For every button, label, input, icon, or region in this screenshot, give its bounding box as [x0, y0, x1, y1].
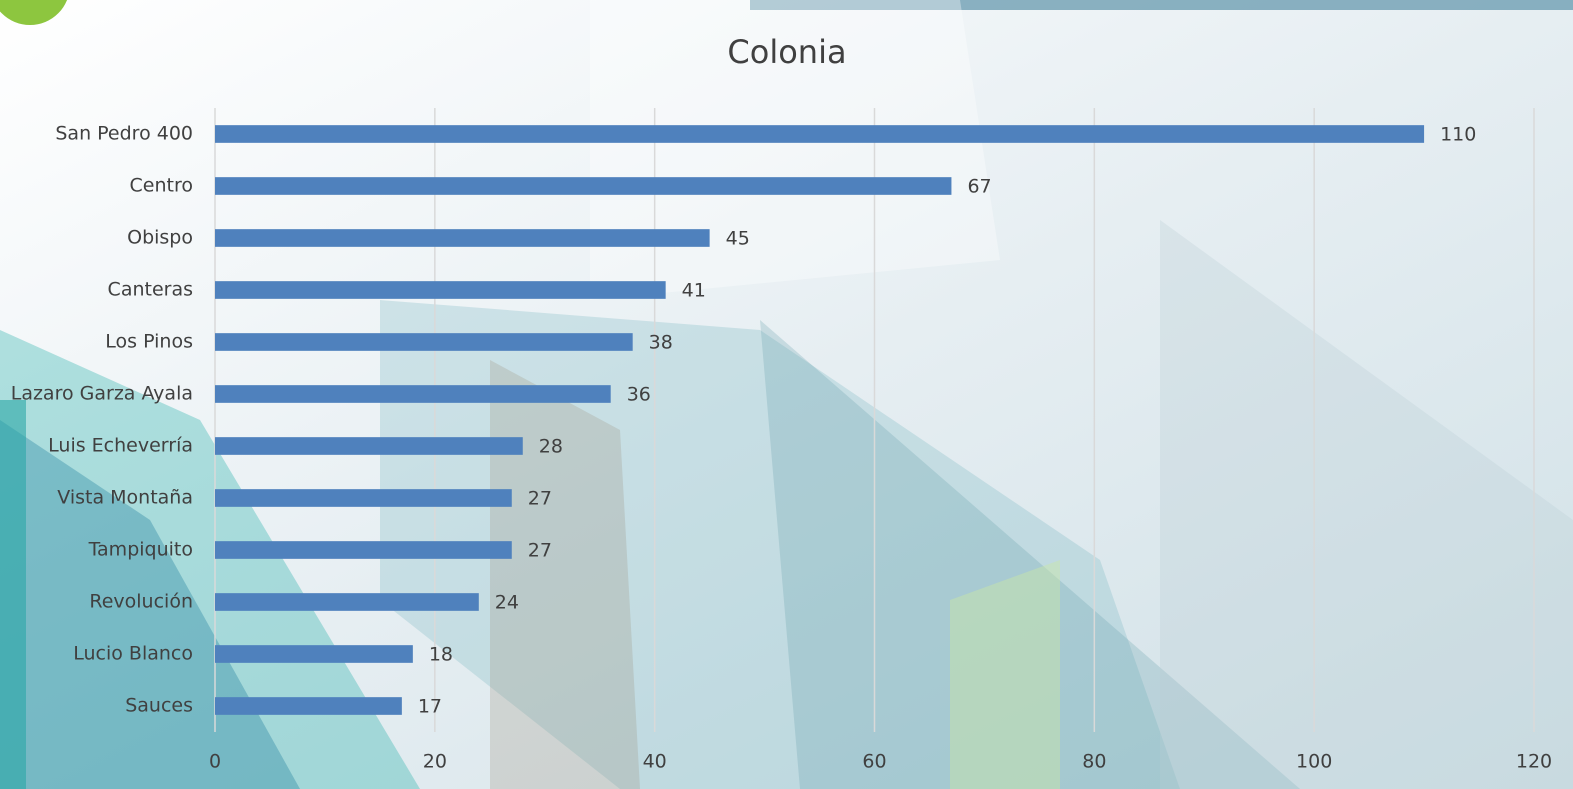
bar [215, 177, 952, 195]
chart-title: Colonia [727, 33, 846, 71]
data-label: 28 [539, 436, 563, 458]
bar [215, 645, 413, 663]
y-tick-label: Sauces [125, 695, 193, 717]
bar [215, 541, 512, 559]
data-label: 18 [429, 644, 453, 666]
data-label: 67 [967, 176, 991, 198]
x-tick-label: 0 [209, 751, 221, 773]
data-label: 41 [682, 280, 706, 302]
y-tick-label: Luis Echeverría [48, 435, 193, 457]
y-tick-label: Canteras [108, 279, 193, 301]
bar [215, 385, 611, 403]
y-tick-label: San Pedro 400 [55, 123, 193, 145]
data-label: 110 [1440, 124, 1476, 146]
y-tick-label: Lucio Blanco [73, 643, 193, 665]
bar [215, 229, 710, 247]
y-tick-label: Los Pinos [105, 331, 193, 353]
data-label: 17 [418, 696, 442, 718]
data-label: 38 [649, 332, 673, 354]
x-tick-label: 40 [643, 751, 667, 773]
bar [215, 593, 479, 611]
x-tick-label: 20 [423, 751, 447, 773]
bar [215, 281, 666, 299]
y-tick-label: Centro [130, 175, 193, 197]
y-tick-label: Obispo [127, 227, 193, 249]
x-tick-label: 100 [1296, 751, 1332, 773]
y-tick-label: Vista Montaña [57, 487, 193, 509]
data-label: 27 [528, 540, 552, 562]
bar [215, 697, 402, 715]
y-tick-label: Tampiquito [88, 539, 193, 561]
bar [215, 125, 1425, 143]
x-tick-label: 120 [1516, 751, 1552, 773]
bar [215, 489, 512, 507]
x-tick-label: 60 [862, 751, 886, 773]
y-tick-label: Revolución [89, 591, 193, 613]
data-label: 45 [726, 228, 750, 250]
data-label: 27 [528, 488, 552, 510]
data-label: 36 [627, 384, 651, 406]
bar [215, 437, 523, 455]
data-label: 24 [495, 592, 519, 614]
y-tick-label: Lazaro Garza Ayala [11, 383, 193, 405]
bar [215, 333, 633, 351]
x-tick-label: 80 [1082, 751, 1106, 773]
